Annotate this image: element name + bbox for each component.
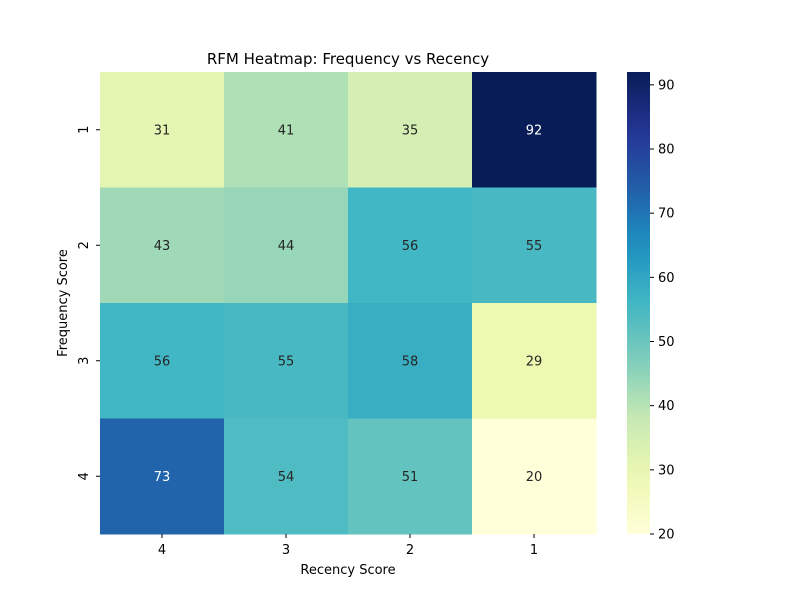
colorbar-tick-label: 30 <box>658 463 675 478</box>
x-tick-label: 1 <box>530 543 538 558</box>
heatmap-cell <box>472 418 597 535</box>
cell-value-label: 55 <box>526 239 543 254</box>
cell-value-label: 56 <box>402 239 419 254</box>
heatmap-cell <box>472 303 597 419</box>
colorbar-tick-label: 60 <box>658 271 675 286</box>
heatmap-cell <box>348 187 473 304</box>
cell-value-label: 29 <box>526 354 543 369</box>
y-axis-label: Frequency Score <box>56 249 71 357</box>
cell-value-label: 44 <box>278 239 295 254</box>
y-tick-label: 4 <box>77 472 92 480</box>
heatmap-cell <box>224 418 349 535</box>
cell-value-label: 20 <box>526 470 543 485</box>
colorbar-tick-label: 40 <box>658 399 675 414</box>
chart-title: RFM Heatmap: Frequency vs Recency <box>207 50 489 68</box>
cell-value-label: 92 <box>526 123 543 138</box>
colorbar-tick-label: 70 <box>658 207 675 222</box>
cell-value-label: 73 <box>154 470 171 485</box>
colorbar-tick-label: 50 <box>658 335 675 350</box>
heatmap-cells: 31 41 35 92 43 44 56 55 56 55 58 29 73 54 51 20 <box>100 72 597 535</box>
x-axis: 4 3 2 1 <box>158 534 538 558</box>
cell-value-label: 56 <box>154 354 171 369</box>
cell-value-label: 51 <box>402 470 419 485</box>
heatmap-cell <box>224 187 349 304</box>
colorbar-tick-label: 90 <box>658 78 675 93</box>
y-tick-label: 1 <box>77 126 92 134</box>
cell-value-label: 55 <box>278 354 295 369</box>
cell-value-label: 58 <box>402 354 419 369</box>
y-axis: 1 2 3 4 <box>77 126 100 480</box>
y-tick-label: 3 <box>77 357 92 365</box>
colorbar: 20 30 40 50 60 70 80 90 <box>627 72 675 543</box>
heatmap-cell <box>224 72 349 188</box>
heatmap-cell <box>348 418 473 535</box>
heatmap-cell <box>348 72 473 188</box>
cell-value-label: 35 <box>402 123 419 138</box>
heatmap-cell <box>472 187 597 304</box>
cell-value-label: 54 <box>278 470 295 485</box>
heatmap-cell <box>472 72 597 188</box>
heatmap-cell <box>224 303 349 419</box>
colorbar-gradient <box>627 72 650 534</box>
heatmap-cell <box>100 72 225 188</box>
heatmap-cell <box>100 187 225 304</box>
x-tick-label: 4 <box>158 543 166 558</box>
cell-value-label: 41 <box>278 123 295 138</box>
colorbar-tick-label: 20 <box>658 528 675 543</box>
cell-value-label: 31 <box>154 123 171 138</box>
cell-value-label: 43 <box>154 239 171 254</box>
colorbar-tick-label: 80 <box>658 143 675 158</box>
heatmap-cell <box>100 303 225 419</box>
x-axis-label: Recency Score <box>300 563 395 578</box>
heatmap-cell <box>348 303 473 419</box>
y-tick-label: 2 <box>77 241 92 249</box>
heatmap-cell <box>100 418 225 535</box>
x-tick-label: 2 <box>406 543 414 558</box>
x-tick-label: 3 <box>282 543 290 558</box>
